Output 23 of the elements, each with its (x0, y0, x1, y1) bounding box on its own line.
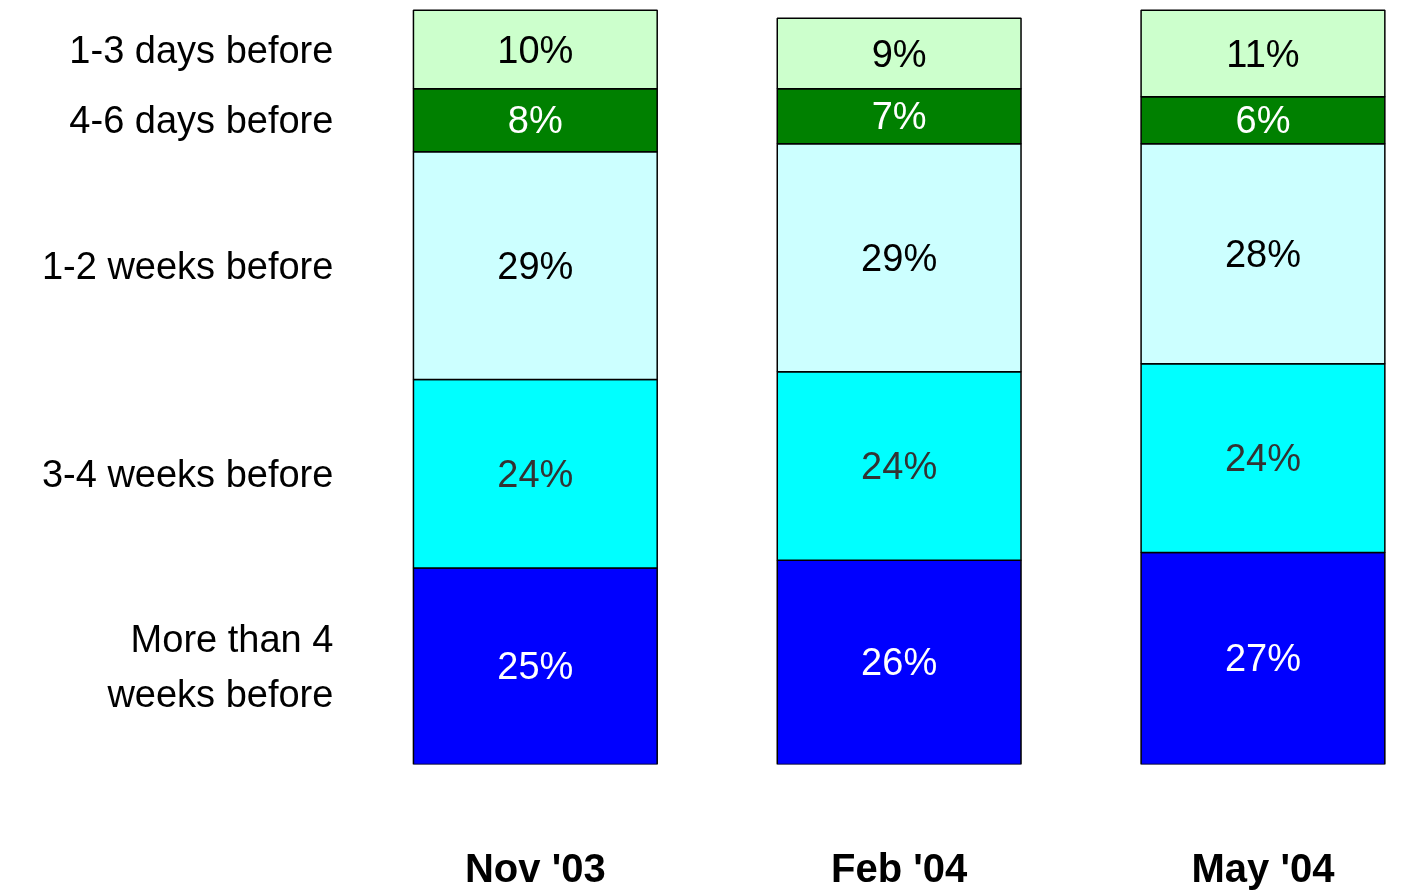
data-label: 8% (507, 99, 563, 142)
data-label: 27% (1224, 637, 1302, 680)
data-label: 24% (861, 444, 938, 487)
data-label: 28% (1224, 232, 1302, 275)
x-tick-label: Nov '03 (464, 845, 606, 890)
data-label: 24% (497, 452, 574, 495)
data-label: 26% (861, 641, 938, 684)
data-label: 29% (861, 236, 938, 279)
text: 1-2 weeks before (41, 244, 334, 287)
x-tick-label: May '04 (1191, 845, 1336, 890)
data-label: 11% (1226, 32, 1300, 75)
data-label: 24% (1224, 437, 1302, 480)
text: More than 4 weeks before (106, 618, 334, 715)
x-tick-label: Feb '04 (831, 845, 969, 890)
data-label: 25% (497, 645, 574, 688)
data-label: 7% (871, 95, 927, 138)
text: 4-6 days before (69, 99, 334, 142)
text: 1-3 days before (69, 28, 334, 71)
data-label: 29% (497, 244, 574, 287)
text: 3-4 weeks before (41, 452, 334, 495)
data-label: 10% (497, 28, 574, 71)
data-label: 6% (1235, 99, 1291, 142)
data-label: 9% (871, 32, 927, 75)
